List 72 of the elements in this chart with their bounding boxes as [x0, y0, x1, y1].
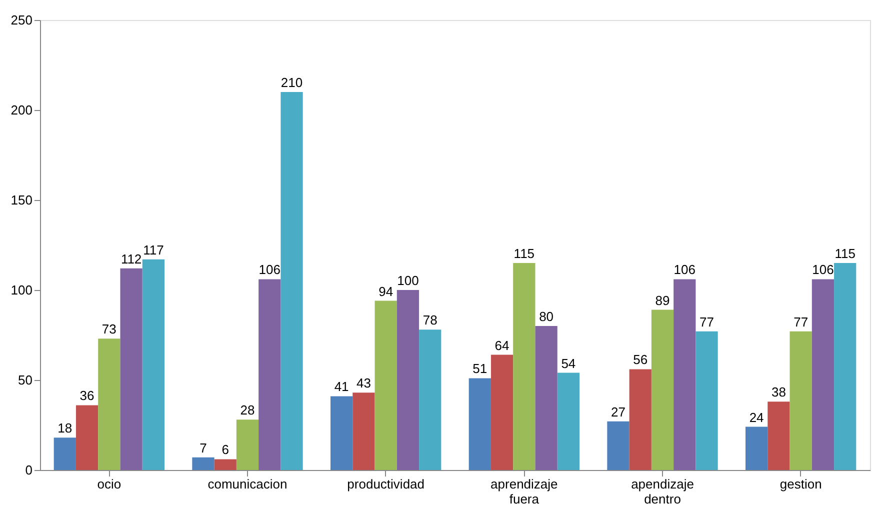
data-label: 18 [58, 420, 72, 436]
data-label: 106 [812, 262, 834, 278]
bar [513, 263, 536, 470]
data-label: 115 [514, 246, 535, 261]
bar [790, 331, 812, 470]
data-label: 106 [674, 262, 696, 278]
bar [142, 259, 164, 470]
bar [607, 421, 630, 470]
bar [834, 263, 856, 470]
data-label: 78 [422, 312, 438, 328]
bar [54, 438, 76, 470]
bar [629, 369, 652, 470]
data-label: 6 [222, 442, 229, 458]
data-label: 7 [200, 440, 207, 456]
y-tick-label: 150 [10, 192, 32, 208]
bar [120, 268, 142, 470]
x-tick-label: ocio [97, 476, 122, 492]
bar [236, 420, 259, 470]
data-label: 28 [240, 402, 255, 418]
bar [192, 457, 214, 470]
bar [674, 279, 696, 470]
y-tick-label: 0 [25, 462, 32, 478]
bar [258, 279, 281, 470]
x-tick-label: apendizaje dentro [631, 476, 694, 506]
data-label: 89 [655, 292, 670, 308]
bar [214, 459, 236, 470]
data-label: 112 [120, 251, 142, 266]
bar [557, 372, 580, 470]
bar [468, 378, 491, 470]
data-label: 117 [143, 242, 164, 258]
y-tick-label: 50 [18, 372, 32, 388]
bar [330, 396, 353, 470]
bar [812, 279, 834, 470]
bar [746, 426, 768, 470]
y-tick-label: 250 [10, 12, 32, 28]
bar [696, 331, 718, 470]
data-label: 106 [258, 262, 280, 278]
x-tick-label: aprendizaje fuera [490, 476, 558, 506]
data-label: 38 [771, 384, 786, 400]
data-label: 41 [334, 379, 349, 394]
bar [352, 392, 375, 470]
bar [76, 405, 98, 470]
data-label: 210 [280, 75, 303, 90]
data-label: 54 [561, 356, 576, 371]
x-tick-label: gestion [780, 476, 822, 492]
data-label: 24 [749, 410, 764, 425]
y-tick-label: 100 [10, 282, 32, 298]
data-label: 77 [700, 314, 714, 330]
data-label: 73 [102, 322, 116, 337]
data-label: 56 [633, 352, 648, 368]
data-label: 80 [539, 309, 554, 324]
x-tick-label: productividad [347, 476, 424, 492]
x-tick-label: comunicacion [208, 476, 288, 492]
bar [651, 310, 674, 470]
data-label: 94 [378, 284, 394, 299]
data-label: 77 [794, 314, 808, 330]
y-tick-label: 200 [10, 102, 32, 118]
data-label: 27 [611, 404, 626, 420]
bar [396, 290, 420, 470]
bar [535, 326, 558, 470]
data-label: 43 [356, 376, 371, 391]
bar [98, 338, 120, 470]
data-label: 64 [494, 338, 510, 353]
bar [419, 330, 442, 470]
bar [374, 300, 397, 470]
bar [280, 92, 303, 470]
data-label: 51 [472, 361, 488, 376]
bar [768, 402, 790, 470]
data-label: 36 [80, 388, 94, 404]
data-label: 100 [397, 273, 419, 288]
data-label: 115 [834, 246, 856, 261]
bar [490, 354, 514, 470]
